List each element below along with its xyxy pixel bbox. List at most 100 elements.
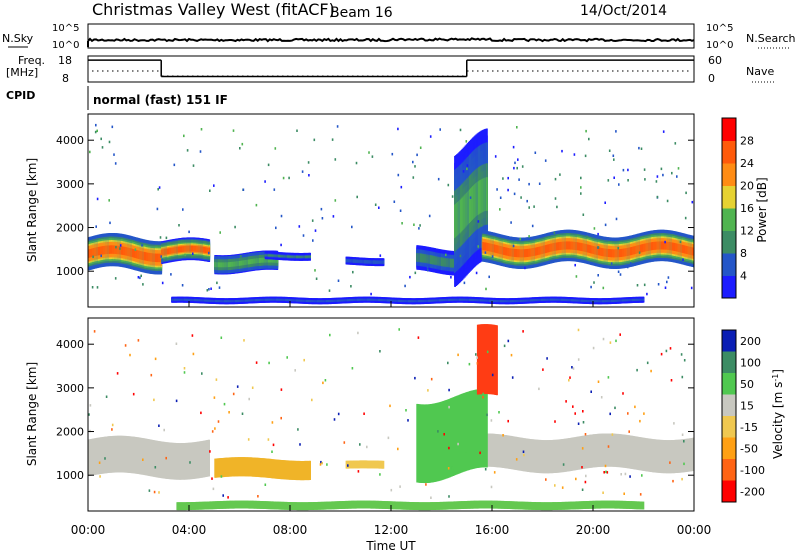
power-cell bbox=[261, 299, 264, 301]
power-cell bbox=[88, 249, 90, 258]
power-cell bbox=[257, 258, 260, 264]
power-cell bbox=[561, 241, 564, 250]
power-cell bbox=[539, 246, 542, 255]
power-cell bbox=[256, 299, 259, 301]
power-cell bbox=[277, 254, 280, 257]
power-cell bbox=[465, 193, 468, 227]
power-cell bbox=[264, 299, 267, 301]
power-cell bbox=[585, 244, 588, 253]
power-cell bbox=[447, 259, 450, 266]
power-cell bbox=[444, 259, 447, 266]
power-cell bbox=[215, 262, 218, 268]
power-cell bbox=[269, 254, 271, 257]
power-cell bbox=[259, 299, 262, 301]
power-cell bbox=[240, 260, 243, 266]
power-cell bbox=[115, 245, 118, 254]
power-cell bbox=[225, 300, 227, 302]
power-cell bbox=[494, 244, 497, 253]
power-cell bbox=[296, 255, 299, 258]
power-cell bbox=[167, 248, 170, 255]
power-cell bbox=[634, 246, 636, 255]
power-cell bbox=[652, 242, 654, 251]
power-cell bbox=[361, 260, 364, 263]
power-cell bbox=[218, 300, 221, 302]
power-cell bbox=[209, 300, 212, 302]
power-cell bbox=[512, 248, 515, 257]
power-cell bbox=[683, 245, 686, 254]
power-cell bbox=[618, 249, 621, 258]
power-cell bbox=[175, 247, 178, 253]
power-cell bbox=[531, 248, 534, 257]
power-cell bbox=[188, 299, 191, 301]
power-cell bbox=[517, 249, 520, 258]
power-cell bbox=[260, 257, 263, 263]
power-cell bbox=[234, 300, 237, 302]
freq-tick-bottom: 8 bbox=[62, 72, 69, 85]
power-cell bbox=[612, 249, 614, 258]
power-cell bbox=[638, 245, 641, 254]
power-cell bbox=[229, 300, 232, 302]
power-cell bbox=[418, 254, 421, 261]
power-cell bbox=[382, 261, 385, 264]
power-cell bbox=[582, 243, 585, 252]
power-cell bbox=[426, 255, 429, 263]
power-cell bbox=[302, 255, 305, 258]
power-cell bbox=[253, 299, 256, 302]
power-cell bbox=[569, 241, 571, 250]
power-cell bbox=[549, 244, 551, 253]
power-cell bbox=[468, 189, 471, 224]
power-cell bbox=[381, 261, 384, 264]
power-cell bbox=[237, 300, 240, 302]
power-cell bbox=[662, 241, 665, 250]
power-cell bbox=[556, 242, 559, 251]
power-cell bbox=[173, 299, 176, 301]
power-cell bbox=[424, 255, 427, 262]
power-cell bbox=[258, 258, 261, 263]
power-cell bbox=[362, 260, 365, 263]
power-cell bbox=[555, 242, 558, 251]
power-cell bbox=[458, 200, 461, 235]
power-cell bbox=[207, 247, 209, 254]
power-cell bbox=[181, 298, 184, 301]
power-cell bbox=[179, 246, 181, 253]
power-cell bbox=[567, 241, 569, 250]
power-cell bbox=[571, 241, 574, 250]
power-cell bbox=[146, 252, 149, 261]
power-cell bbox=[499, 246, 502, 255]
power-cell bbox=[481, 241, 484, 250]
power-cell bbox=[613, 249, 615, 258]
power-cell bbox=[682, 244, 685, 253]
power-cell bbox=[178, 298, 181, 301]
power-cell bbox=[350, 259, 353, 262]
power-cell bbox=[196, 299, 199, 301]
power-cell bbox=[293, 255, 296, 258]
power-cell bbox=[202, 246, 205, 253]
power-cell bbox=[668, 242, 671, 251]
power-cell bbox=[480, 179, 483, 213]
power-cell bbox=[183, 298, 186, 301]
power-cell bbox=[281, 255, 284, 258]
power-cell bbox=[219, 262, 222, 268]
power-cell bbox=[206, 299, 208, 302]
power-cell bbox=[173, 247, 176, 254]
power-cell bbox=[236, 261, 239, 267]
power-cell bbox=[250, 259, 252, 265]
power-cell bbox=[234, 261, 237, 267]
power-cell bbox=[110, 245, 112, 254]
power-cell bbox=[194, 245, 197, 252]
power-cell bbox=[282, 255, 285, 258]
power-cell bbox=[255, 258, 258, 264]
power-cell bbox=[127, 247, 130, 257]
power-cell bbox=[169, 248, 172, 254]
freq-label-line2: [MHz] bbox=[6, 66, 38, 79]
power-cell bbox=[481, 178, 484, 213]
power-cell bbox=[252, 258, 254, 264]
power-cell bbox=[247, 299, 249, 302]
power-cell bbox=[599, 247, 602, 256]
power-cell bbox=[348, 259, 351, 262]
power-cell bbox=[664, 241, 667, 250]
power-cell bbox=[174, 298, 177, 301]
power-cell bbox=[267, 254, 270, 257]
power-cell bbox=[550, 243, 553, 252]
power-cell bbox=[241, 260, 244, 266]
